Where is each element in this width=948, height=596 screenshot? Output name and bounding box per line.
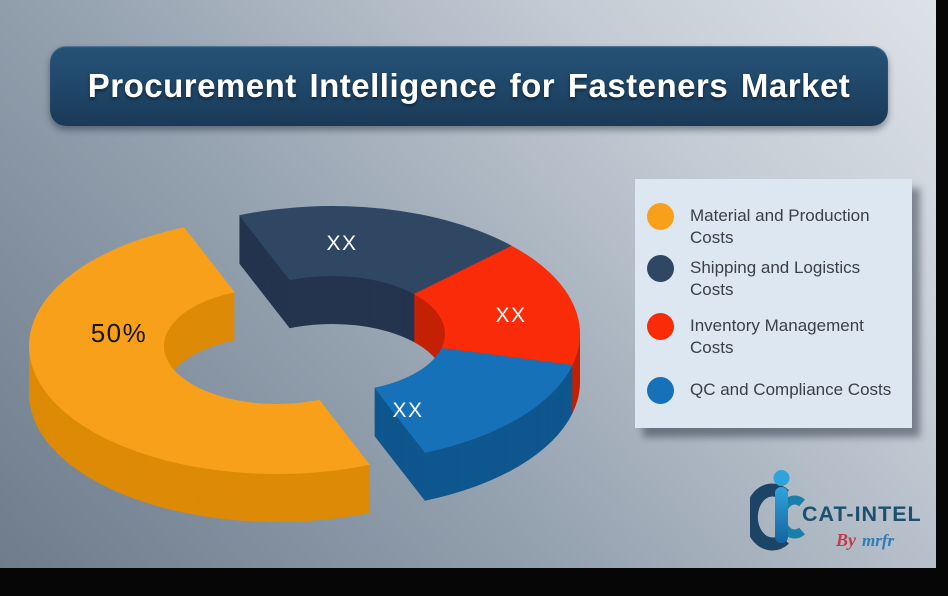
slice-value-label: XX xyxy=(495,304,526,327)
logo-ci-icon xyxy=(750,470,806,551)
slice-value-label: XX xyxy=(392,399,423,422)
letterbox-bottom xyxy=(0,568,948,596)
legend-item-qc-and-compliance-costs: QC and Compliance Costs xyxy=(647,377,904,404)
legend-item-inventory-management-costs: Inventory Management Costs xyxy=(647,313,904,359)
legend-swatch-icon xyxy=(647,255,674,282)
slice-value-label: 50% xyxy=(91,318,148,348)
letterbox-right xyxy=(936,0,948,596)
title-banner: Procurement Intelligence for Fasteners M… xyxy=(50,46,888,126)
legend-swatch-icon xyxy=(647,377,674,404)
legend-item-label: QC and Compliance Costs xyxy=(690,380,892,399)
pie-slice-inventory-management-costs xyxy=(413,245,580,365)
legend-panel: Material and Production Costs Shipping an… xyxy=(635,179,912,428)
logo-byline-prefix: By xyxy=(835,530,857,550)
legend-item-material-and-production-costs: Material and Production Costs xyxy=(647,203,904,249)
brand-logo: CAT-INTEL By mrfr xyxy=(750,470,922,551)
legend-swatch-icon xyxy=(647,203,674,230)
page-title: Procurement Intelligence for Fasteners M… xyxy=(87,67,851,104)
logo-byline-brand: mrfr xyxy=(862,531,895,550)
legend-item-label: Material and Production Costs xyxy=(690,206,870,247)
pie-slice-shipping-and-logistics-costs xyxy=(239,205,512,294)
slice-value-label: XX xyxy=(326,232,357,255)
pie-slice-qc-and-compliance-costs xyxy=(374,348,573,453)
legend-item-label: Inventory Management Costs xyxy=(690,316,864,357)
legend-swatch-icon xyxy=(647,313,674,340)
logo-brand-text: CAT-INTEL xyxy=(802,502,922,526)
legend-items: Material and Production Costs Shipping an… xyxy=(647,203,904,404)
legend-item-label: Shipping and Logistics Costs xyxy=(690,258,861,299)
pie-slice-material-and-production-costs xyxy=(29,227,370,475)
legend-item-shipping-and-logistics-costs: Shipping and Logistics Costs xyxy=(647,255,904,301)
